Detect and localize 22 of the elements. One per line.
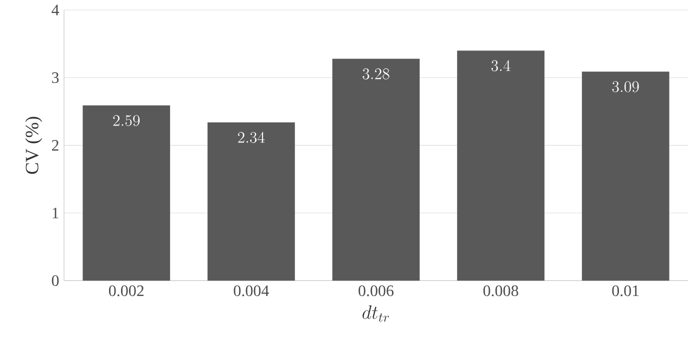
x-axis-title: $dt_{tr}$: [362, 305, 389, 322]
y-tick-label: 1: [52, 208, 58, 218]
bar: [332, 58, 420, 281]
x-tick-label: 0.004: [234, 285, 269, 296]
data-label: 2.34: [238, 132, 265, 144]
x-tick-label: 0.002: [109, 285, 144, 296]
data-label: 3.4: [491, 60, 510, 72]
bar: [208, 122, 295, 281]
data-label: 2.59: [113, 115, 140, 126]
x-tick-label: 0.008: [483, 285, 518, 296]
y-tick-label: 0: [52, 275, 59, 286]
y-tick-label: 4: [52, 4, 60, 16]
y-tick-label: 3: [52, 72, 59, 84]
y-tick-label: 2: [52, 140, 58, 151]
bar: [582, 72, 670, 281]
x-tick-label: 0.006: [358, 285, 394, 296]
data-label: 3.09: [612, 81, 639, 92]
data-label: 3.28: [362, 68, 390, 80]
bar: [457, 50, 544, 281]
bar: [82, 105, 170, 281]
y-axis-title: CV (%): [25, 116, 42, 174]
x-tick-label: 0.01: [612, 285, 639, 296]
